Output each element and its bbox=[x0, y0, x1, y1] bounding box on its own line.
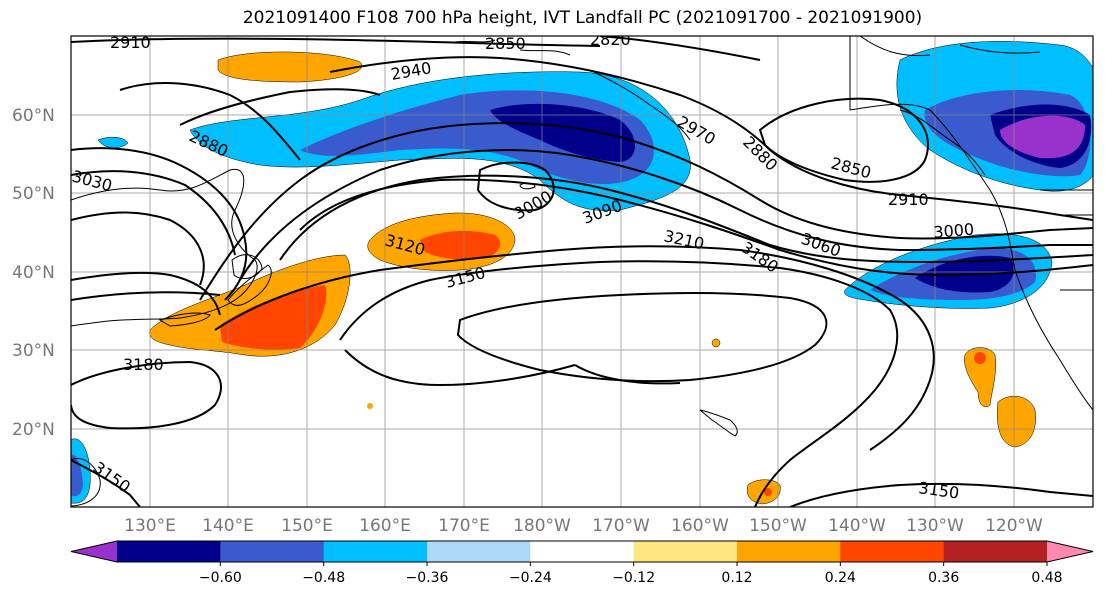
lat-label: 50°N bbox=[12, 184, 55, 204]
lat-label: 60°N bbox=[12, 106, 55, 126]
colorbar-outline bbox=[70, 540, 1094, 563]
lon-label: 150°E bbox=[281, 516, 333, 536]
map-title: 2021091400 F108 700 hPa height, IVT Land… bbox=[242, 8, 923, 28]
map-panel: 2910 2850 2820 2940 2880 2970 2880 2850 … bbox=[71, 30, 1093, 507]
colorbar-segment bbox=[117, 541, 221, 562]
colorbar-segment bbox=[840, 541, 945, 562]
lat-label: 30°N bbox=[12, 341, 55, 361]
lon-label: 130°W bbox=[906, 516, 964, 536]
lon-label: 160°W bbox=[671, 516, 729, 536]
colorbar-tick-label: 0.24 bbox=[825, 570, 856, 586]
colorbar-extend-low bbox=[71, 541, 117, 562]
colorbar-segment bbox=[427, 541, 531, 562]
lat-label: 40°N bbox=[12, 263, 55, 283]
colorbar-segment bbox=[943, 541, 1048, 562]
colorbar-tick-label: 0.12 bbox=[721, 570, 752, 586]
colorbar-tick-label: −0.60 bbox=[199, 570, 242, 586]
colorbar-tick-label: −0.12 bbox=[612, 570, 655, 586]
contour-label: 2910 bbox=[110, 33, 151, 52]
coastlines bbox=[71, 36, 1093, 507]
height-contours bbox=[71, 36, 1093, 507]
colorbar-segment bbox=[323, 541, 428, 562]
lon-label: 170°W bbox=[592, 516, 650, 536]
lon-label: 140°E bbox=[202, 516, 254, 536]
colorbar-tick-label: −0.36 bbox=[406, 570, 449, 586]
colorbar-segment bbox=[220, 541, 325, 562]
colorbar-segment bbox=[530, 541, 635, 562]
colorbar: −0.60 −0.48 −0.36 −0.24 −0.12 0.12 0.24 0.36 0.4… bbox=[70, 540, 1094, 586]
lon-label: 140°W bbox=[828, 516, 886, 536]
ivt-shading bbox=[71, 41, 1093, 505]
colorbar-tick-label: −0.48 bbox=[302, 570, 345, 586]
latitude-labels: 60°N 50°N 40°N 30°N 20°N bbox=[12, 106, 55, 440]
lon-label: 120°W bbox=[985, 516, 1043, 536]
colorbar-segment bbox=[633, 541, 738, 562]
lat-label: 20°N bbox=[12, 420, 55, 440]
map-frame bbox=[70, 35, 1094, 508]
longitude-labels: 130°E 140°E 150°E 160°E 170°E 180°W 170°… bbox=[124, 516, 1043, 536]
contour-label: 2850 bbox=[485, 34, 526, 53]
contour-label: 3180 bbox=[123, 355, 164, 374]
lon-label: 130°E bbox=[124, 516, 176, 536]
lon-label: 170°E bbox=[438, 516, 490, 536]
lon-label: 180°W bbox=[513, 516, 571, 536]
lon-label: 150°W bbox=[749, 516, 807, 536]
contour-label: 2910 bbox=[888, 190, 929, 209]
contour-label: 3000 bbox=[933, 220, 975, 242]
colorbar-segment bbox=[737, 541, 841, 562]
colorbar-tick-label: 0.36 bbox=[928, 570, 959, 586]
colorbar-tick-label: 0.48 bbox=[1031, 570, 1062, 586]
colorbar-extend-high bbox=[1047, 541, 1093, 562]
contour-label: 2820 bbox=[590, 30, 631, 49]
lon-label: 160°E bbox=[359, 516, 411, 536]
colorbar-tick-label: −0.24 bbox=[509, 570, 552, 586]
